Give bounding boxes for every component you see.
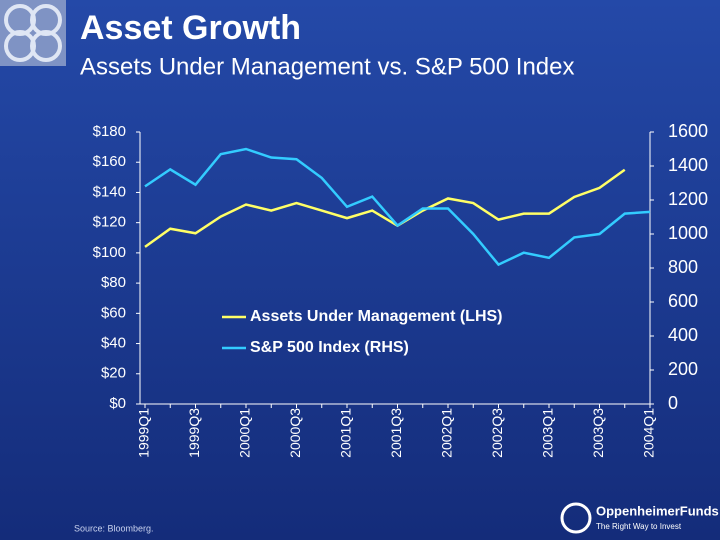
brand-tagline: The Right Way to Invest <box>596 522 682 531</box>
chart: $0 $20 $40 $60 $80 $100 $120 $140 $160 $180 0 200 40… <box>93 121 708 458</box>
y2-tick-label: 0 <box>668 393 678 413</box>
x-tick-label: 1999Q3 <box>186 408 202 458</box>
y-tick-label: $120 <box>93 214 126 231</box>
title: Asset Growth <box>80 9 301 47</box>
x-tick-label: 2001Q1 <box>338 408 354 458</box>
y-tick-label: $20 <box>101 365 126 382</box>
y2-tick-label: 1600 <box>668 121 708 141</box>
x-tick-label: 2003Q1 <box>540 408 556 458</box>
x-tick-label: 2001Q3 <box>388 408 404 458</box>
logo-mark <box>0 0 66 66</box>
y2-tick-label: 800 <box>668 257 698 277</box>
y2-tick-label: 400 <box>668 325 698 345</box>
y2-tick-label: 1400 <box>668 155 708 175</box>
series-line <box>144 147 651 267</box>
x-tick-label: 2002Q3 <box>489 408 505 458</box>
x-tick-label: 2000Q3 <box>287 408 303 458</box>
y-tick-label: $40 <box>101 335 126 352</box>
y2-tick-label: 1200 <box>668 189 708 209</box>
series-line <box>144 168 626 248</box>
y-tick-label: $100 <box>93 244 126 261</box>
y-tick-label: $60 <box>101 304 126 321</box>
y-tick-label: $140 <box>93 183 126 200</box>
y2-tick-label: 200 <box>668 359 698 379</box>
legend-label: S&P 500 Index (RHS) <box>250 339 409 356</box>
x-tick-label: 1999Q1 <box>136 408 152 458</box>
brand-name: OppenheimerFunds <box>596 503 719 518</box>
brand-logo: OppenheimerFunds The Right Way to Invest <box>560 502 719 534</box>
y-tick-label: $0 <box>109 395 126 412</box>
source-note: Source: Bloomberg. <box>74 523 154 533</box>
y-tick-label: $80 <box>101 274 126 291</box>
x-tick-label: 2004Q1 <box>641 408 657 458</box>
x-tick-label: 2000Q1 <box>237 408 253 458</box>
subtitle: Assets Under Management vs. S&P 500 Inde… <box>80 53 575 80</box>
y-tick-label: $160 <box>93 153 126 170</box>
y2-tick-label: 1000 <box>668 223 708 243</box>
y2-tick-label: 600 <box>668 291 698 311</box>
y-tick-label: $180 <box>93 123 126 140</box>
legend-label: Assets Under Management (LHS) <box>250 308 503 325</box>
x-tick-label: 2003Q3 <box>590 408 606 458</box>
x-tick-label: 2002Q1 <box>439 408 455 458</box>
